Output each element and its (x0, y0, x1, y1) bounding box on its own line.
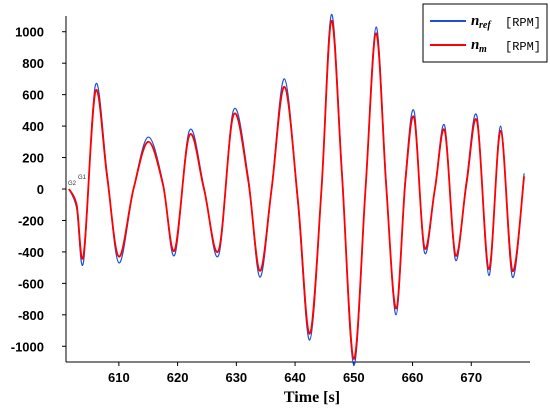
legend-box (422, 3, 548, 63)
y-tick-label: 400 (22, 119, 44, 134)
x-tick-label: 670 (460, 370, 482, 385)
y-tick-label: 200 (22, 151, 44, 166)
y-tick-label: 600 (22, 88, 44, 103)
x-axis-ticks: 610 620 630 640 650 660 670 (108, 362, 482, 385)
legend-unit: [RPM] (505, 16, 541, 30)
y-tick-label: -800 (18, 308, 44, 323)
y-tick-label: -1000 (11, 339, 44, 354)
y-axis-ticks: 1000 800 600 400 200 0 -200 -400 -600 -800 -1000 (11, 25, 66, 354)
marker-label: G1 (78, 175, 87, 181)
x-tick-label: 610 (108, 370, 130, 385)
x-tick-label: 660 (402, 370, 424, 385)
plot-series (68, 13, 525, 366)
y-tick-label: 0 (37, 182, 44, 197)
y-tick-label: -600 (18, 276, 44, 291)
y-tick-label: -200 (18, 213, 44, 228)
legend-unit: [RPM] (505, 40, 541, 54)
x-tick-label: 640 (284, 370, 306, 385)
x-axis-label: Time [s] (284, 389, 340, 406)
x-tick-label: 650 (343, 370, 365, 385)
x-tick-label: 620 (167, 370, 189, 385)
axes (65, 16, 530, 363)
legend-subscript: m (479, 44, 487, 55)
legend-symbol: n (471, 13, 479, 29)
x-tick-label: 630 (225, 370, 247, 385)
y-tick-label: 800 (22, 56, 44, 71)
y-tick-label: 1000 (15, 25, 44, 40)
y-tick-label: -400 (18, 245, 44, 260)
legend-subscript: ref (479, 20, 492, 31)
series-line-n-m (68, 19, 525, 360)
marker-label: G2 (68, 181, 77, 187)
legend: n ref [RPM]n m [RPM] (422, 3, 548, 63)
legend-symbol: n (471, 37, 479, 53)
